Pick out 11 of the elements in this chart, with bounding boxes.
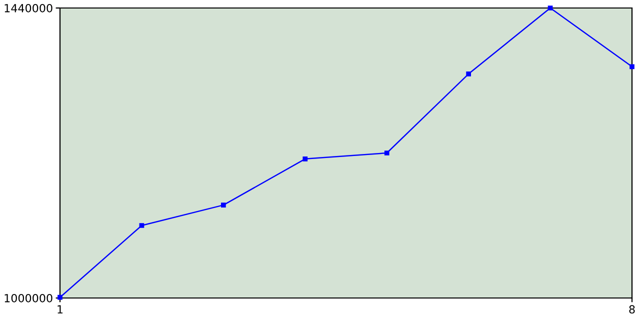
point	[630, 64, 634, 70]
point	[466, 71, 471, 76]
point	[139, 223, 144, 228]
y-tick-label: 1440000	[4, 4, 52, 12]
point	[221, 202, 226, 208]
y-tick-label: 1000000	[4, 294, 52, 302]
x-tick-label: 8	[629, 305, 635, 314]
point	[548, 6, 553, 10]
point	[384, 150, 390, 156]
point	[302, 156, 308, 162]
x-tick-label: 1	[58, 305, 63, 314]
